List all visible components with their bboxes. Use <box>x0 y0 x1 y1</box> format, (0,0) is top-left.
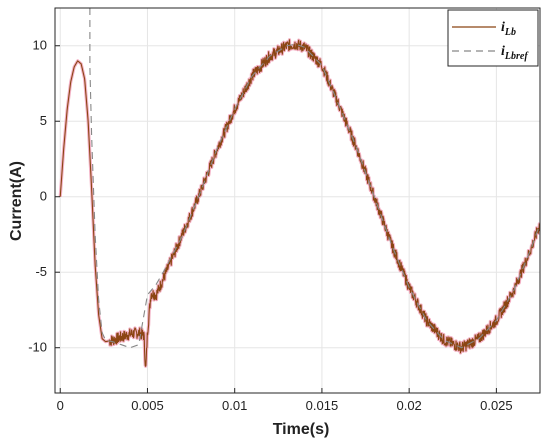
x-tick-label: 0.01 <box>222 398 247 413</box>
y-tick-label: -5 <box>35 264 47 279</box>
y-tick-label: 10 <box>33 38 47 53</box>
ticks: 0 0.005 0.01 0.015 0.02 0.025 -10 -5 0 5 10 <box>28 38 512 413</box>
x-tick-label: 0.025 <box>480 398 513 413</box>
legend-label-ilbref: iLbref <box>501 44 529 62</box>
y-tick-label: 5 <box>40 113 47 128</box>
x-tick-label: 0.005 <box>131 398 164 413</box>
legend: iLb iLbref <box>447 9 539 67</box>
series-layer <box>58 8 540 368</box>
x-axis-label: Time(s) <box>273 421 330 438</box>
x-tick-label: 0.015 <box>306 398 339 413</box>
y-tick-label: 0 <box>40 189 47 204</box>
legend-box <box>447 9 539 67</box>
legend-label-ilb: iLb <box>501 20 516 38</box>
y-tick-label: -10 <box>28 340 47 355</box>
y-axis-label: Current(A) <box>8 161 25 241</box>
x-tick-label: 0 <box>57 398 64 413</box>
series-line-ilbref <box>89 8 540 349</box>
plot-frame <box>54 7 541 394</box>
x-tick-label: 0.02 <box>396 398 421 413</box>
